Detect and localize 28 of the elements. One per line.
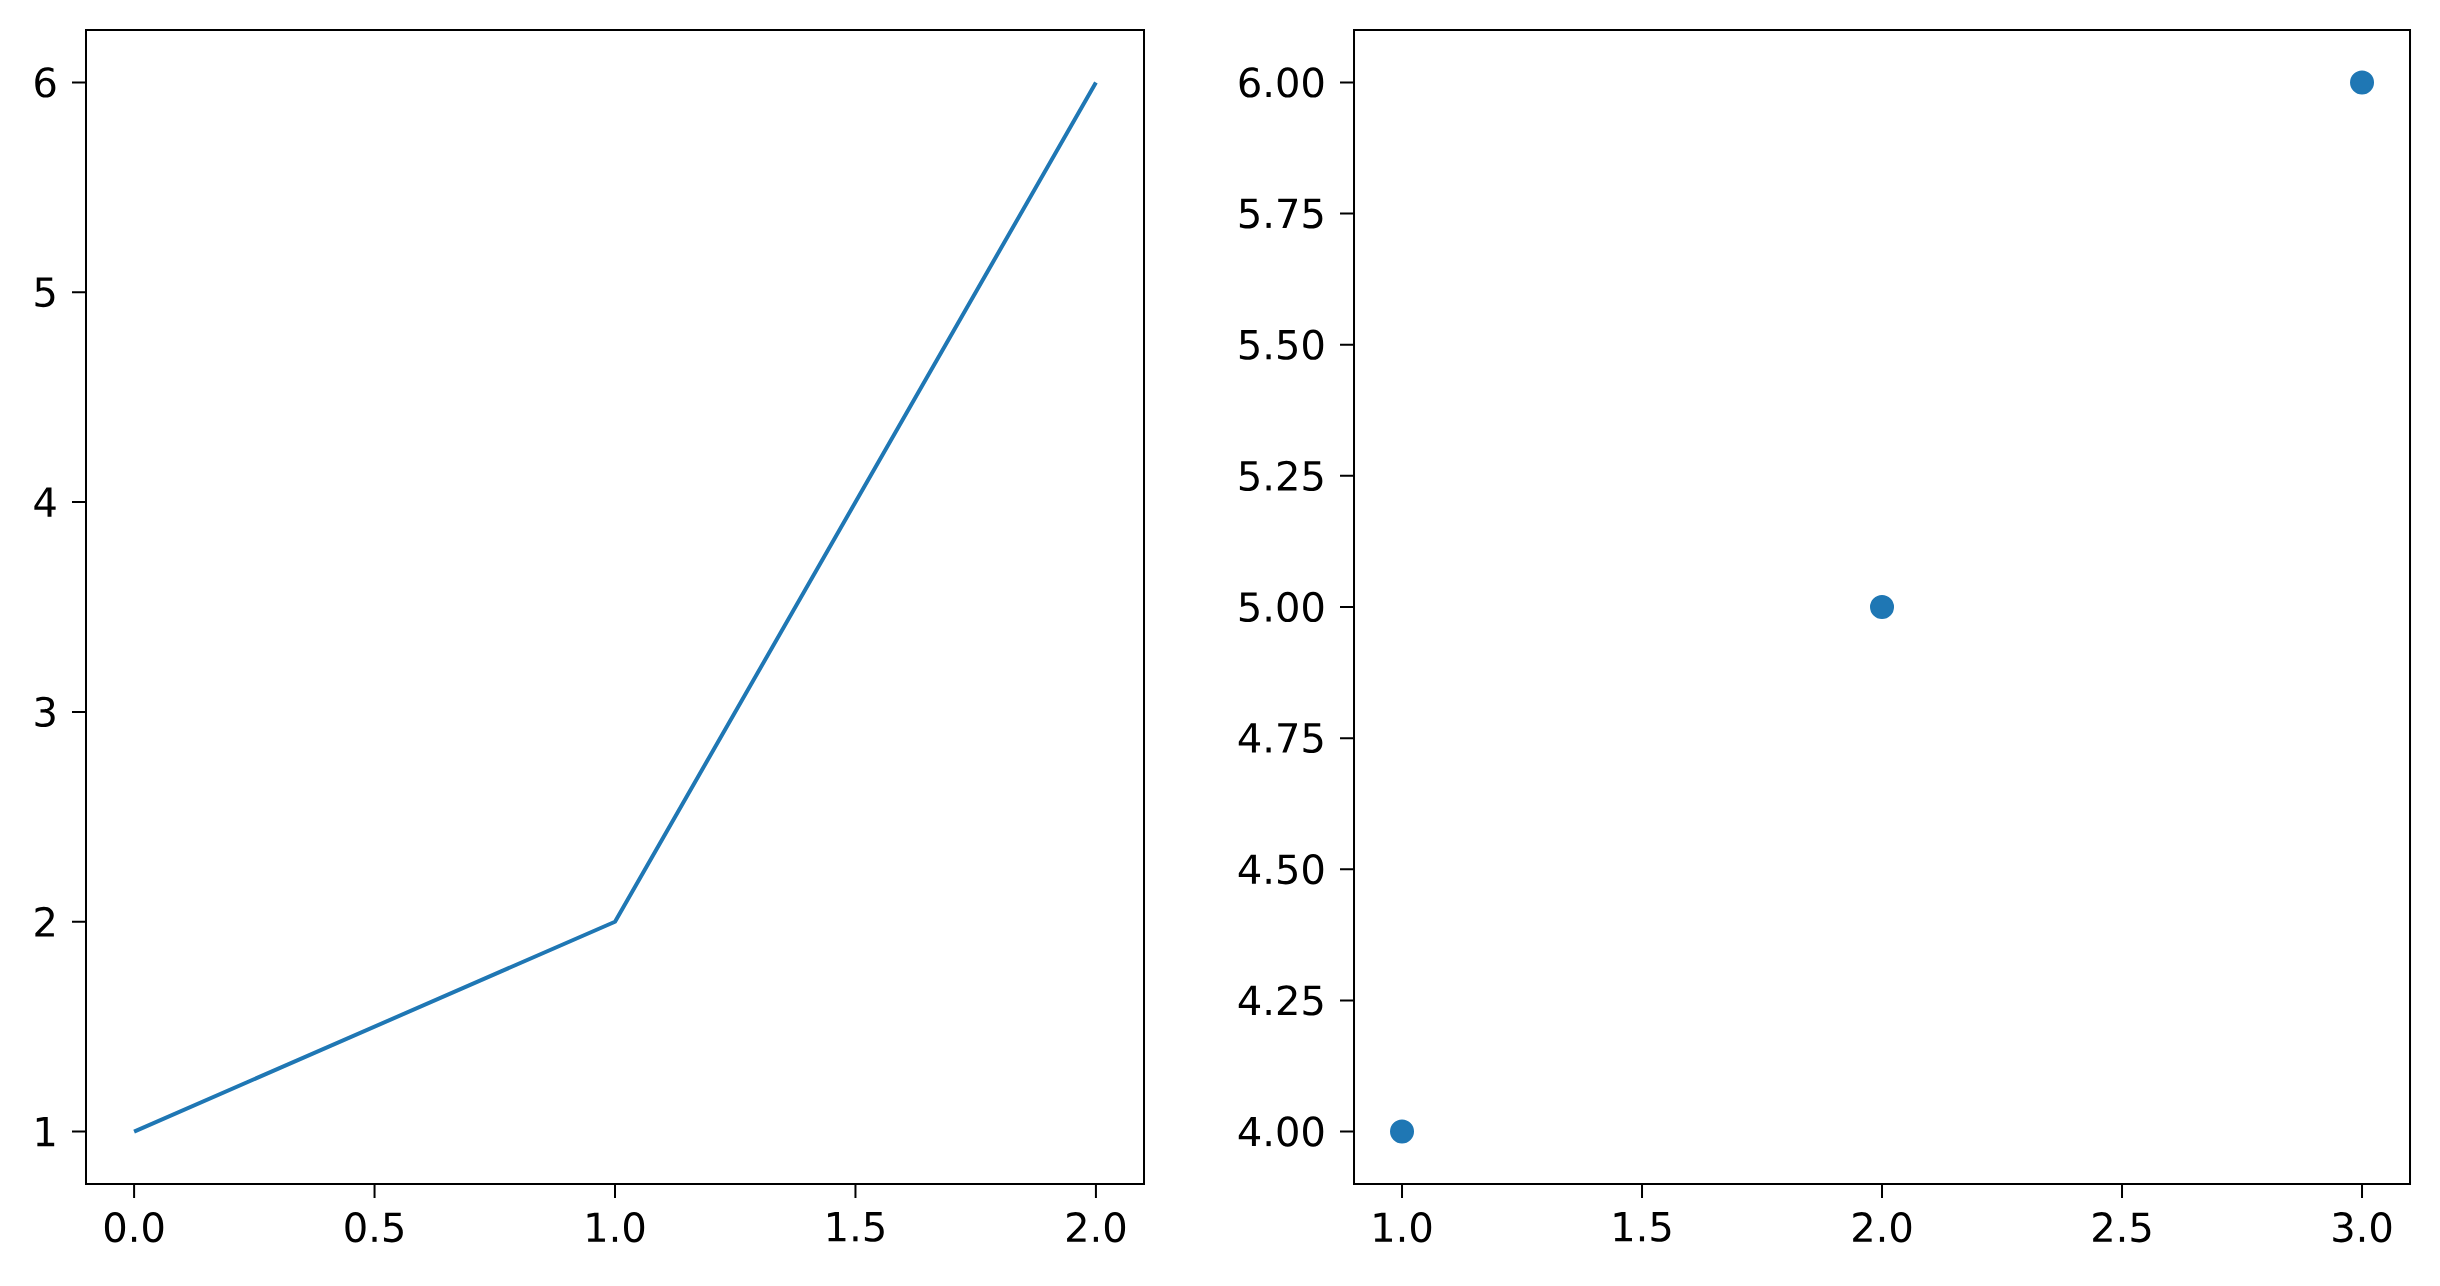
y-tick-label: 5.25 <box>1239 460 1323 491</box>
x-tick-label: 1.5 <box>1614 1212 1671 1242</box>
y-tick-label: 4.75 <box>1238 723 1323 753</box>
x-tick-label: 2.0 <box>1853 1212 1912 1243</box>
point <box>2350 70 2375 95</box>
point <box>1870 595 1895 619</box>
x-tick-label: 1.0 <box>587 1212 645 1243</box>
x-tick-label: 2.5 <box>2093 1212 2151 1243</box>
y-tick-label: 5 <box>35 277 55 308</box>
y-tick-label: 6.00 <box>1239 67 1324 98</box>
y-tick-label: 5.50 <box>1239 329 1324 360</box>
point <box>1390 1119 1415 1144</box>
y-tick-label: 4.50 <box>1238 854 1324 885</box>
x-tick-label: 1.5 <box>828 1212 884 1242</box>
x-tick-label: 1.0 <box>1374 1212 1432 1243</box>
x-tick-label: 0.5 <box>345 1212 403 1243</box>
y-tick-label: 5.75 <box>1239 198 1323 229</box>
y-tick-label: 4.25 <box>1238 985 1323 1016</box>
x-tick-label: 0.0 <box>104 1212 164 1243</box>
x-tick-label: 3.0 <box>2333 1212 2392 1243</box>
y-tick-label: 6 <box>35 67 56 98</box>
y-tick-label: 4 <box>34 487 56 517</box>
y-tick-label: 1 <box>36 1116 55 1147</box>
y-tick-label: 4.00 <box>1238 1116 1324 1147</box>
y-tick-label: 5.00 <box>1239 591 1324 623</box>
y-tick-label: 2 <box>35 906 54 937</box>
y-tick-label: 3 <box>35 696 55 728</box>
x-tick-label: 2.0 <box>1067 1212 1126 1243</box>
